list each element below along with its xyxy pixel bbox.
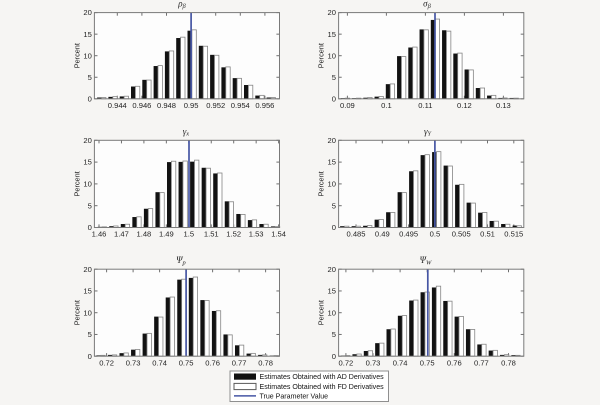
svg-text:0.12: 0.12 [457, 101, 472, 110]
svg-text:0.495: 0.495 [399, 230, 418, 239]
svg-text:1.49: 1.49 [159, 230, 174, 239]
svg-text:0.76: 0.76 [205, 358, 220, 367]
svg-text:Percent: Percent [317, 43, 326, 68]
svg-text:0: 0 [88, 223, 92, 232]
svg-text:1.46: 1.46 [92, 230, 107, 239]
svg-text:20: 20 [328, 8, 336, 17]
svg-text:ΨW: ΨW [420, 255, 432, 266]
svg-text:γY: γY [424, 126, 433, 137]
svg-text:20: 20 [83, 265, 91, 274]
svg-text:0.515: 0.515 [504, 230, 523, 239]
svg-text:15: 15 [83, 30, 91, 39]
svg-text:0.954: 0.954 [231, 101, 250, 110]
svg-text:γx: γx [183, 126, 190, 137]
svg-text:0: 0 [88, 94, 92, 103]
svg-text:0.75: 0.75 [420, 358, 435, 367]
svg-text:1.51: 1.51 [204, 230, 219, 239]
svg-text:0.72: 0.72 [339, 358, 354, 367]
svg-text:1.5: 1.5 [184, 230, 195, 239]
svg-text:Percent: Percent [317, 171, 326, 196]
svg-text:0.95: 0.95 [184, 101, 199, 110]
svg-text:0.13: 0.13 [496, 101, 511, 110]
svg-text:0: 0 [332, 352, 336, 361]
svg-text:15: 15 [83, 158, 91, 167]
svg-text:15: 15 [83, 287, 91, 296]
svg-text:0.51: 0.51 [480, 230, 495, 239]
svg-text:0: 0 [332, 94, 336, 103]
svg-text:20: 20 [328, 136, 336, 145]
svg-text:Percent: Percent [317, 300, 326, 325]
svg-text:0.73: 0.73 [366, 358, 381, 367]
svg-text:0.944: 0.944 [108, 101, 127, 110]
svg-text:5: 5 [332, 201, 336, 210]
svg-text:1.52: 1.52 [226, 230, 241, 239]
svg-text:5: 5 [88, 201, 92, 210]
svg-text:20: 20 [83, 136, 91, 145]
svg-text:10: 10 [328, 51, 336, 60]
svg-text:0.09: 0.09 [340, 101, 355, 110]
svg-text:20: 20 [83, 8, 91, 17]
svg-text:0: 0 [88, 352, 92, 361]
svg-text:5: 5 [88, 330, 92, 339]
svg-text:0.78: 0.78 [501, 358, 516, 367]
svg-text:5: 5 [332, 73, 336, 82]
svg-text:10: 10 [328, 308, 336, 317]
svg-text:0.73: 0.73 [126, 358, 141, 367]
svg-text:0.952: 0.952 [206, 101, 225, 110]
svg-text:0.74: 0.74 [152, 358, 167, 367]
svg-text:0.5: 0.5 [430, 230, 441, 239]
svg-text:15: 15 [328, 30, 336, 39]
svg-text:10: 10 [83, 180, 91, 189]
svg-text:0: 0 [332, 223, 336, 232]
svg-text:0.77: 0.77 [232, 358, 247, 367]
svg-text:0.946: 0.946 [132, 101, 151, 110]
svg-text:15: 15 [328, 287, 336, 296]
svg-text:0.485: 0.485 [346, 230, 365, 239]
svg-text:15: 15 [328, 158, 336, 167]
svg-text:Estimates Obtained with FD Der: Estimates Obtained with FD Derivatives [260, 384, 385, 391]
svg-text:10: 10 [83, 308, 91, 317]
svg-text:Percent: Percent [72, 43, 81, 68]
svg-text:ρβ: ρβ [177, 0, 186, 10]
svg-text:1.54: 1.54 [271, 230, 286, 239]
svg-text:Percent: Percent [72, 171, 81, 196]
svg-text:1.47: 1.47 [114, 230, 129, 239]
svg-text:0.72: 0.72 [99, 358, 114, 367]
svg-text:0.1: 0.1 [381, 101, 392, 110]
svg-text:0.956: 0.956 [255, 101, 274, 110]
svg-text:0.11: 0.11 [418, 101, 432, 110]
svg-text:5: 5 [332, 330, 336, 339]
svg-text:σβ: σβ [423, 0, 431, 10]
svg-text:0.77: 0.77 [474, 358, 489, 367]
svg-text:0.505: 0.505 [452, 230, 471, 239]
svg-text:10: 10 [83, 51, 91, 60]
svg-text:0.74: 0.74 [393, 358, 408, 367]
svg-text:1.48: 1.48 [137, 230, 152, 239]
svg-text:0.78: 0.78 [258, 358, 273, 367]
svg-text:True Parameter Value: True Parameter Value [260, 393, 329, 400]
svg-text:0.49: 0.49 [375, 230, 390, 239]
svg-text:1.53: 1.53 [249, 230, 264, 239]
svg-text:5: 5 [88, 73, 92, 82]
svg-text:20: 20 [328, 265, 336, 274]
svg-text:0.75: 0.75 [179, 358, 194, 367]
svg-text:Percent: Percent [72, 300, 81, 325]
svg-text:10: 10 [328, 180, 336, 189]
svg-text:Ψp: Ψp [176, 255, 186, 266]
svg-text:0.76: 0.76 [447, 358, 462, 367]
svg-text:Estimates Obtained with AD Der: Estimates Obtained with AD Derivatives [260, 374, 385, 381]
svg-text:0.948: 0.948 [157, 101, 176, 110]
